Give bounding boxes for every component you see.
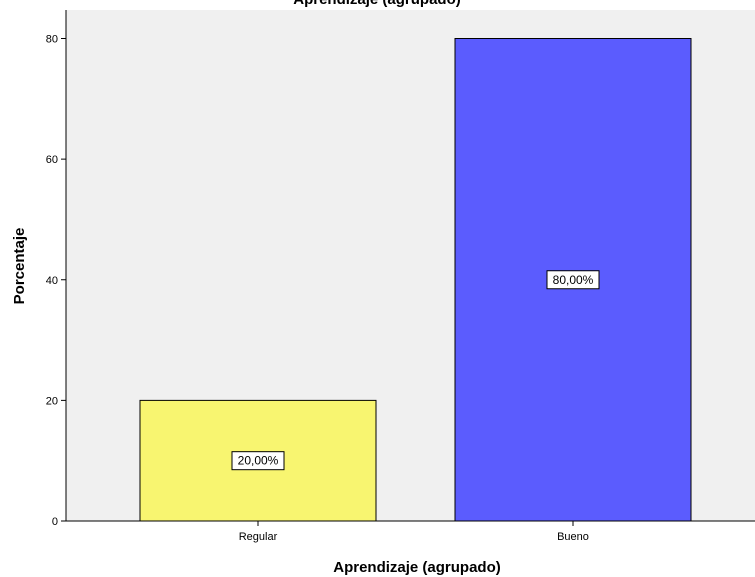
y-tick-label: 20 <box>46 395 58 407</box>
x-tick-label: Bueno <box>557 531 589 543</box>
y-tick-label: 0 <box>52 516 58 528</box>
bars-layer: 20,00% 80,00% <box>139 38 692 522</box>
y-tick-label: 80 <box>46 34 58 46</box>
x-tick-label: Regular <box>239 531 278 543</box>
x-ticks: Regular Bueno <box>239 521 589 543</box>
y-tick-label: 40 <box>46 275 58 287</box>
data-label-box <box>546 270 600 290</box>
data-label: 80,00% <box>553 273 594 287</box>
chart-title: Aprendizaje (agrupado) <box>293 0 461 8</box>
y-ticks: 0 20 40 60 80 <box>46 34 66 528</box>
data-label: 20,00% <box>238 454 279 468</box>
y-axis-title: Porcentaje <box>11 228 28 305</box>
y-tick-label: 60 <box>46 154 58 166</box>
x-axis-title: Aprendizaje (agrupado) <box>333 559 501 576</box>
data-label-box <box>231 451 285 471</box>
